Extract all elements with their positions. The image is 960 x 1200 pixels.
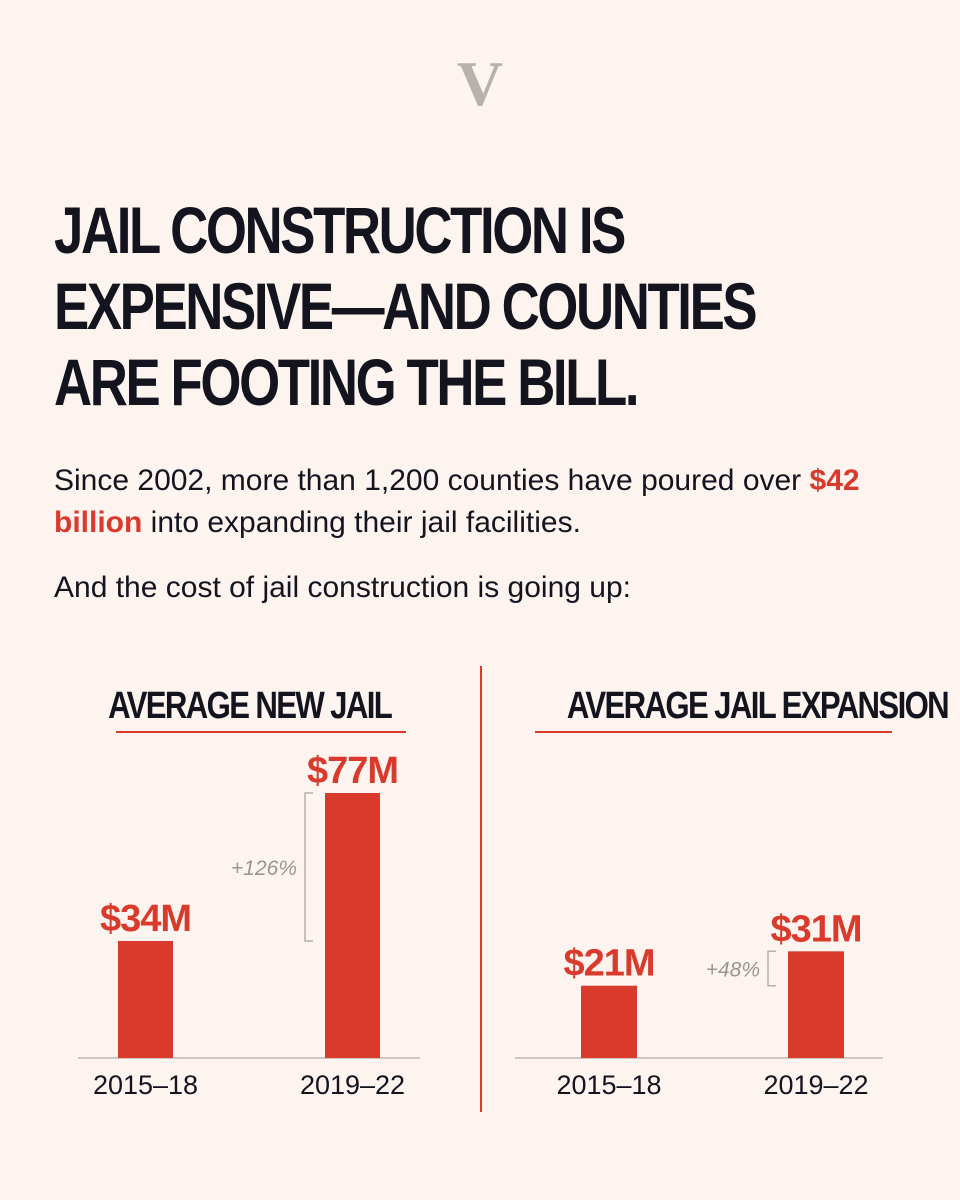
headline-line-1: JAIL CONSTRUCTION IS xyxy=(54,193,626,267)
chart-jail-expansion: $21M 2015–18 $31M 2019–22 +48% xyxy=(515,908,883,1100)
change-label: +126% xyxy=(231,857,297,880)
x-tick-label: 2019–22 xyxy=(300,1070,405,1100)
bar-value-label: $21M xyxy=(563,943,654,985)
chart-panel-new-jail: AVERAGE NEW JAIL $34M 2015–18 $77M 2019–22 +… xyxy=(70,676,430,1116)
bar-value-label: $77M xyxy=(307,750,398,792)
bar-2015–18 xyxy=(118,940,173,1058)
bar-2019–22 xyxy=(325,793,380,1058)
x-tick-label: 2015–18 xyxy=(93,1070,198,1100)
intro-text-after: into expanding their jail facilities. xyxy=(142,506,581,539)
intro-text-before: Since 2002, more than 1,200 counties hav… xyxy=(54,464,810,497)
panel-divider xyxy=(480,666,482,1112)
headline-line-3: ARE FOOTING THE BILL. xyxy=(54,345,640,419)
intro-highlight-amount: $42 billion xyxy=(54,464,860,539)
bar-2019–22 xyxy=(788,951,844,1058)
bar-2015–18 xyxy=(581,985,637,1058)
subintro-paragraph: And the cost of jail construction is goi… xyxy=(54,571,632,604)
chart-new-jail: $34M 2015–18 $77M 2019–22 +126% xyxy=(78,750,420,1100)
x-tick-label: 2019–22 xyxy=(763,1070,868,1100)
brand-logo: V xyxy=(456,48,504,119)
change-bracket xyxy=(767,950,776,987)
bar-value-label: $34M xyxy=(100,898,191,940)
chart-title: AVERAGE NEW JAIL xyxy=(108,685,393,727)
x-tick-label: 2015–18 xyxy=(556,1070,661,1100)
headline-line-2: EXPENSIVE—AND COUNTIES xyxy=(54,269,758,343)
headline: JAIL CONSTRUCTION IS EXPENSIVE—AND COUNT… xyxy=(54,192,758,420)
change-bracket xyxy=(304,792,313,942)
chart-title: AVERAGE JAIL EXPANSION xyxy=(566,685,950,727)
chart-panel-jail-expansion: AVERAGE JAIL EXPANSION $21M 2015–18 $31M 20… xyxy=(515,676,950,1116)
chart-title-underline xyxy=(535,731,892,733)
intro-paragraph: Since 2002, more than 1,200 counties hav… xyxy=(54,460,914,544)
bar-value-label: $31M xyxy=(770,908,861,950)
chart-title-underline xyxy=(116,731,406,733)
change-label: +48% xyxy=(706,959,760,982)
